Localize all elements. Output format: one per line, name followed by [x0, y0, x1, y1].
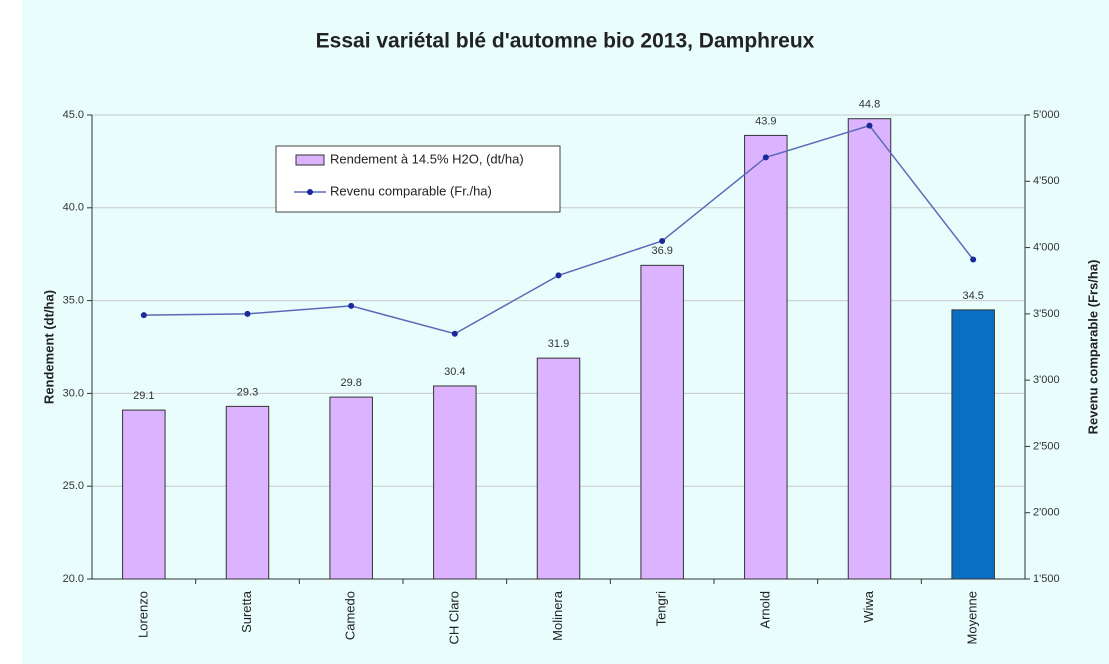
bar — [536, 357, 581, 580]
y-tick-label: 30.0 — [63, 387, 84, 399]
x-tick-label: CH Claro — [446, 591, 461, 644]
bar-value-label: 30.4 — [444, 366, 465, 378]
bar-value-label: 43.9 — [755, 115, 776, 127]
bar — [122, 409, 166, 580]
bar-value-label: 44.8 — [859, 99, 880, 111]
line-point — [555, 272, 562, 279]
x-tick-label: Camedo — [343, 591, 358, 640]
y-tick-label: 40.0 — [63, 202, 84, 214]
bar — [329, 396, 373, 580]
line-point — [866, 122, 873, 129]
y2-tick-label: 2'500 — [1033, 440, 1060, 452]
y-axis-title: Rendement (dt/ha) — [41, 290, 56, 404]
line-point — [659, 237, 666, 244]
line-point — [762, 154, 769, 161]
bar — [433, 385, 477, 580]
legend-label: Revenu comparable (Fr./ha) — [330, 183, 492, 198]
bar — [847, 118, 892, 580]
bar-value-label: 34.5 — [962, 290, 983, 302]
bar — [640, 264, 684, 580]
bar — [225, 405, 270, 580]
line-point — [244, 310, 251, 317]
x-tick-label: Molinera — [550, 590, 565, 641]
line-point — [970, 256, 977, 263]
legend-swatch — [295, 154, 325, 166]
x-tick-label: Moyenne — [965, 591, 980, 644]
bar — [744, 134, 788, 580]
y2-tick-label: 4'500 — [1033, 175, 1060, 187]
y-tick-label: 20.0 — [63, 573, 84, 585]
y2-axis-title: Revenu comparable (Frs/ha) — [1085, 260, 1100, 435]
bar-value-label: 29.1 — [133, 390, 154, 402]
legend-swatch-point — [307, 189, 313, 195]
bar-value-label: 31.9 — [548, 338, 569, 350]
bar — [951, 309, 995, 580]
line-point — [348, 302, 355, 309]
y-tick-label: 35.0 — [63, 295, 84, 307]
chart-title: Essai variétal blé d'automne bio 2013, D… — [316, 30, 815, 53]
x-tick-label: Tengri — [654, 591, 669, 627]
legend-label: Rendement à 14.5% H2O, (dt/ha) — [330, 151, 524, 166]
y2-tick-label: 2'000 — [1033, 507, 1060, 519]
x-tick-label: Arnold — [757, 591, 772, 629]
y2-tick-label: 1'500 — [1033, 573, 1060, 585]
bar-value-label: 29.8 — [340, 377, 361, 389]
bar-value-label: 36.9 — [651, 245, 672, 257]
line-point — [451, 330, 458, 337]
y2-tick-label: 5'000 — [1033, 109, 1060, 121]
y2-tick-label: 3'000 — [1033, 374, 1060, 386]
line-point — [140, 312, 147, 319]
y-tick-label: 45.0 — [63, 109, 84, 121]
x-tick-label: Suretta — [239, 590, 254, 633]
bar-value-label: 29.3 — [237, 386, 258, 398]
y-tick-label: 25.0 — [63, 480, 84, 492]
x-tick-label: Lorenzo — [135, 591, 150, 638]
legend-box — [275, 145, 561, 213]
x-tick-label: Wiwa — [861, 590, 876, 623]
y2-tick-label: 4'000 — [1033, 241, 1060, 253]
y2-tick-label: 3'500 — [1033, 308, 1060, 320]
